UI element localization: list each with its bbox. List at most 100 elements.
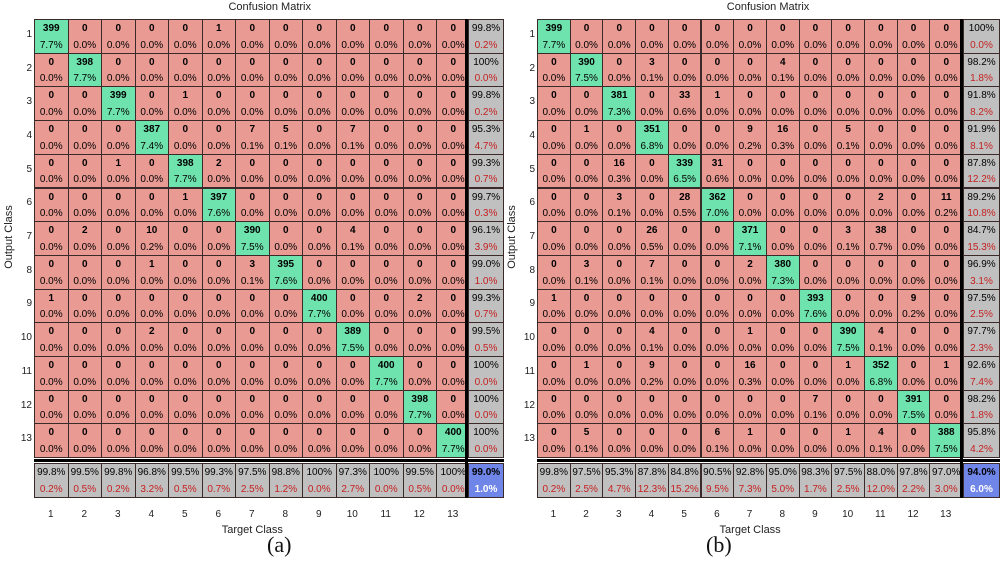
- x-tick-label: 7: [248, 508, 255, 520]
- cell-percent: 0.0%: [106, 376, 130, 388]
- x-tick-label: 12: [907, 508, 919, 520]
- cell-count: 0: [81, 124, 88, 136]
- cell-count: 0: [115, 191, 122, 203]
- cell-count: 0: [747, 157, 753, 169]
- matrix-cell: 0 0.0%: [537, 322, 571, 357]
- col-recall: 84.8%: [670, 467, 699, 479]
- matrix-cell: 7 0.1%: [335, 120, 370, 155]
- cell-count: 0: [115, 427, 122, 439]
- matrix-cell: 352 6.8%: [864, 356, 898, 391]
- cell-count: 0: [551, 326, 557, 338]
- cell-percent: 0.1%: [869, 342, 893, 354]
- cell-percent: 0.0%: [771, 107, 795, 119]
- cell-percent: 0.0%: [771, 208, 795, 220]
- cell-percent: 0.0%: [441, 376, 465, 388]
- cell-count: 0: [182, 393, 189, 405]
- cell-count: 1: [182, 90, 189, 102]
- cell-percent: 0.0%: [307, 275, 331, 287]
- matrix-cell: 0 0.0%: [235, 153, 270, 189]
- cell-percent: 0.0%: [705, 39, 729, 51]
- cell-percent: 0.0%: [274, 309, 298, 321]
- col-error: 1.7%: [804, 483, 827, 495]
- cell-percent: 0.0%: [705, 73, 729, 85]
- cell-count: 0: [714, 292, 721, 304]
- cell-count: 0: [747, 191, 753, 203]
- cell-percent: 7.7%: [39, 39, 63, 51]
- cell-count: 0: [450, 393, 457, 405]
- cell-percent: 0.0%: [869, 410, 893, 422]
- cell-count: 0: [81, 157, 88, 169]
- cell-count: 0: [48, 360, 55, 371]
- col-summary-cell: 98.3% 1.7%: [798, 463, 833, 498]
- cell-count: 0: [779, 360, 786, 371]
- cell-percent: 0.0%: [836, 39, 860, 51]
- cell-percent: 0.0%: [575, 107, 598, 119]
- cell-percent: 0.0%: [274, 241, 298, 253]
- cell-percent: 0.0%: [869, 73, 893, 85]
- cell-percent: 0.0%: [902, 275, 925, 287]
- cell-count: 0: [48, 191, 55, 203]
- cell-percent: 0.0%: [836, 208, 860, 220]
- matrix-cell: 0 0.0%: [667, 288, 702, 324]
- cell-percent: 0.0%: [408, 444, 432, 456]
- col-summary-cell: 99.5% 0.5%: [168, 463, 203, 498]
- matrix-cell: 0 0.0%: [369, 86, 404, 122]
- cell-count: 0: [450, 90, 457, 102]
- cell-count: 0: [383, 90, 390, 102]
- cell-count: 0: [316, 23, 323, 34]
- cell-count: 0: [115, 326, 122, 338]
- cell-count: 0: [282, 23, 289, 34]
- cell-percent: 0.0%: [902, 140, 925, 152]
- cell-count: 0: [249, 326, 256, 338]
- cell-percent: 0.0%: [902, 342, 925, 354]
- matrix-cell: 0 0.0%: [101, 356, 136, 391]
- matrix-cell: 0 0.0%: [537, 153, 571, 189]
- matrix-cell: 0 0.0%: [896, 423, 931, 459]
- col-error: 0.5%: [408, 483, 432, 495]
- cell-percent: 0.1%: [240, 140, 264, 152]
- cell-percent: 0.0%: [934, 39, 958, 51]
- matrix-cell: 0 0.0%: [369, 288, 404, 324]
- matrix-cell: 399 7.7%: [34, 19, 69, 54]
- matrix-cell: 0 0.0%: [700, 322, 735, 357]
- matrix-cell: 0 0.0%: [667, 254, 702, 290]
- cell-percent: 0.0%: [374, 275, 398, 287]
- col-summary-cell: 100% 0.0%: [369, 463, 404, 498]
- cell-percent: 0.0%: [39, 140, 63, 152]
- cell-count: 3: [649, 56, 655, 68]
- cell-count: 0: [282, 292, 289, 304]
- cell-percent: 0.0%: [341, 410, 365, 422]
- cell-percent: 0.0%: [869, 140, 893, 152]
- cell-percent: 0.0%: [140, 174, 164, 186]
- cell-count: 0: [316, 191, 323, 203]
- matrix-cell: 0 0.0%: [134, 19, 169, 54]
- cell-count: 0: [551, 191, 557, 203]
- matrix-cell: 0 0.0%: [569, 19, 604, 54]
- y-tick-label: 10: [20, 332, 32, 344]
- cell-count: 0: [48, 124, 55, 136]
- cell-percent: 0.0%: [640, 444, 664, 456]
- matrix-cell: 0 0.0%: [896, 254, 931, 290]
- cell-percent: 0.5%: [640, 241, 664, 253]
- row-precision: 92.6%: [967, 360, 996, 371]
- cell-percent: 0.0%: [804, 39, 827, 51]
- cell-percent: 0.0%: [140, 309, 164, 321]
- matrix-cell: 0 0.0%: [34, 221, 69, 256]
- cell-count: 0: [583, 23, 590, 34]
- matrix-cell: 0 0.0%: [864, 19, 898, 54]
- cell-count: 0: [812, 23, 819, 34]
- cell-count: 0: [714, 23, 721, 34]
- x-tick-label: 10: [346, 508, 358, 520]
- col-summary-cell: 84.8% 15.2%: [667, 463, 702, 498]
- cell-count: 0: [282, 360, 289, 371]
- cell-percent: 0.0%: [374, 444, 398, 456]
- cell-percent: 0.0%: [173, 309, 197, 321]
- cell-percent: 0.0%: [738, 208, 762, 220]
- cell-percent: 0.0%: [307, 241, 331, 253]
- matrix-cell: 0 0.0%: [101, 187, 136, 223]
- matrix-cell: 5 0.1%: [268, 120, 303, 155]
- cell-count: 0: [681, 393, 688, 405]
- cell-percent: 0.0%: [140, 208, 164, 220]
- cell-percent: 0.0%: [902, 174, 925, 186]
- cell-percent: 0.0%: [934, 174, 958, 186]
